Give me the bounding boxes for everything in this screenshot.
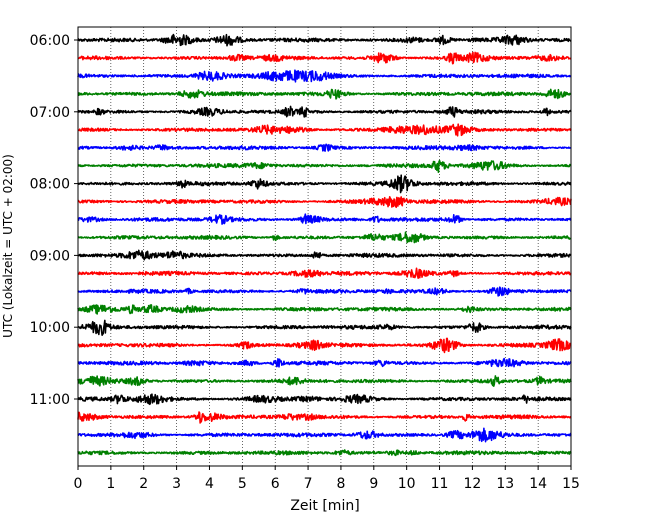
trace-line-0600 [77, 33, 572, 47]
y-tick-label: 10:00 [30, 320, 70, 336]
x-tick-label: 12 [463, 476, 481, 492]
seismic-traces [77, 33, 572, 457]
x-tick-label: 5 [238, 476, 247, 492]
x-tick-label: 11 [431, 476, 449, 492]
trace-line-1045 [77, 375, 572, 388]
trace-line-0745 [77, 159, 572, 174]
trace-line-0930 [77, 286, 572, 297]
trace-line-0645 [77, 88, 572, 100]
y-tick-label: 08:00 [30, 177, 70, 193]
x-tick-label: 4 [205, 476, 214, 492]
trace-line-1145 [77, 449, 572, 457]
x-axis-label: Zeit [min] [290, 498, 359, 514]
x-tick-label: 9 [369, 476, 378, 492]
x-tick-label: 1 [106, 476, 115, 492]
trace-line-0615 [77, 51, 572, 65]
trace-line-1030 [77, 357, 572, 368]
trace-line-1000 [77, 319, 572, 336]
x-tick-label: 8 [336, 476, 345, 492]
trace-line-0730 [77, 143, 572, 152]
trace-line-0830 [77, 213, 572, 225]
x-tick-label: 0 [74, 476, 83, 492]
y-tick-label: 09:00 [30, 248, 70, 264]
x-tick-label: 3 [172, 476, 181, 492]
x-tick-label: 10 [398, 476, 416, 492]
y-axis-ticks: 06:00 07:00 08:00 09:00 10:00 11:00 [30, 33, 78, 408]
trace-line-1130 [77, 427, 572, 443]
trace-line-0715 [77, 123, 572, 137]
trace-line-0845 [77, 231, 572, 244]
x-tick-label: 2 [139, 476, 148, 492]
trace-line-0630 [77, 69, 572, 83]
trace-line-0800 [77, 174, 572, 194]
plot-frame [77, 26, 572, 467]
x-axis-ticks: 0 1 2 3 4 5 6 7 8 9 10 11 12 13 14 15 [74, 466, 580, 492]
trace-line-0900 [77, 249, 572, 261]
plot-background [78, 27, 571, 466]
trace-line-0700 [77, 105, 572, 118]
trace-line-1115 [77, 411, 572, 424]
x-gridlines [110, 27, 539, 466]
x-tick-label: 13 [496, 476, 514, 492]
y-tick-label: 06:00 [30, 33, 70, 49]
y-tick-label: 11:00 [30, 392, 70, 408]
trace-line-1100 [77, 393, 572, 406]
x-tick-label: 6 [271, 476, 280, 492]
y-tick-label: 07:00 [30, 105, 70, 121]
y-axis-label: UTC (Lokalzeit = UTC + 02:00) [1, 154, 15, 338]
x-tick-label: 15 [562, 476, 580, 492]
x-tick-label: 14 [529, 476, 547, 492]
trace-line-0915 [77, 267, 572, 279]
x-tick-label: 7 [304, 476, 313, 492]
trace-line-0945 [77, 304, 572, 315]
trace-line-0815 [77, 195, 572, 209]
trace-line-1015 [77, 337, 572, 354]
